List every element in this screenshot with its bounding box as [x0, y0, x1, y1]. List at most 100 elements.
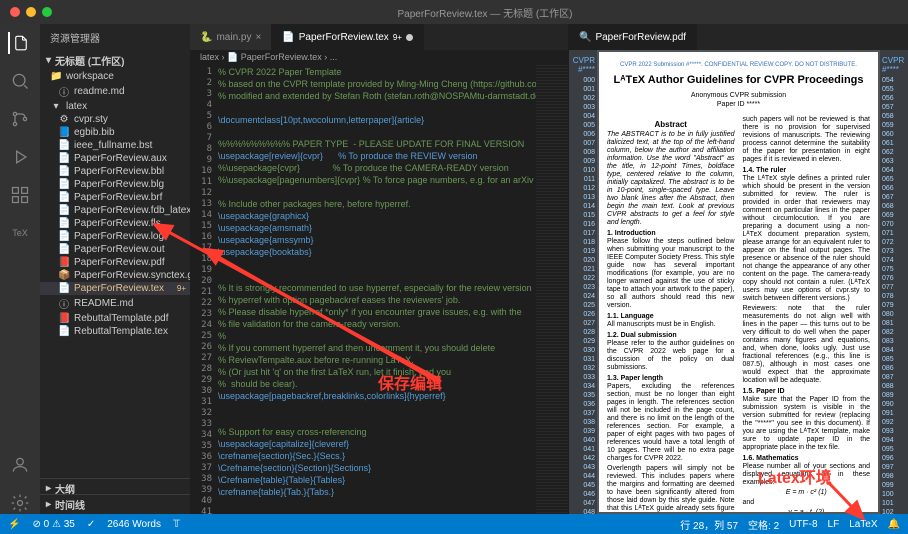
section-1-1: 1.1. Language — [607, 313, 735, 320]
file-name: cvpr.sty — [74, 114, 108, 125]
file-name: PaperForReview.fdb_latexmk — [74, 205, 190, 216]
pdf-preview-pane: 🔍PaperForReview.pdf CVPR#****00000100200… — [568, 24, 908, 514]
indentation[interactable]: 空格: 2 — [748, 517, 779, 532]
code-content[interactable]: % CVPR 2022 Paper Template % based on th… — [218, 65, 536, 514]
file-name: latex — [66, 101, 87, 112]
breadcrumb[interactable]: latex › 📄 PaperForReview.tex › ... — [190, 50, 568, 65]
equation-1: E = m · c² (1) — [743, 489, 871, 497]
file-item[interactable]: 📁workspace — [40, 70, 190, 83]
language-mode[interactable]: LaTeX — [849, 517, 877, 532]
status-bar: ⚡ ⊘ 0 ⚠ 35 ✓ 2646 Words 𝕋 行 28，列 57 空格: … — [0, 514, 908, 534]
file-item[interactable]: 📄PaperForReview.fls — [40, 217, 190, 230]
pdf-ruler-right: CVPR#****0540550560570580590600610620630… — [880, 50, 908, 514]
section-1-5: 1.5. Paper ID — [743, 388, 871, 395]
file-item[interactable]: ⓘREADME.md — [40, 295, 190, 312]
eol[interactable]: LF — [828, 517, 840, 532]
file-icon: 📄 — [58, 153, 70, 164]
pdf-ruler-left: CVPR#****0000010020030040050060070080090… — [569, 50, 597, 514]
file-item[interactable]: 📄PaperForReview.tex9+ — [40, 282, 190, 295]
tex-indicator[interactable]: 𝕋 — [173, 519, 180, 530]
editor-tab[interactable]: 🐍main.py× — [190, 24, 272, 50]
file-icon: 📄 — [58, 244, 70, 255]
file-name: egbib.bib — [74, 127, 115, 138]
file-item[interactable]: 📕PaperForReview.pdf — [40, 256, 190, 269]
word-count[interactable]: 2646 Words — [107, 519, 161, 530]
window-title: PaperForReview.tex — 无标题 (工作区) — [62, 5, 908, 20]
file-name: RebuttalTemplate.tex — [74, 326, 168, 337]
search-icon[interactable] — [9, 70, 31, 92]
file-name: PaperForReview.aux — [74, 153, 167, 164]
section-1-3: 1.3. Paper length — [607, 375, 735, 382]
section-1-4: 1.4. The ruler — [743, 167, 871, 174]
file-name: PaperForReview.out — [74, 244, 165, 255]
file-item[interactable]: 📄 PaperForReview.out — [40, 243, 190, 256]
cursor-position[interactable]: 行 28，列 57 — [680, 517, 738, 532]
code-editor[interactable]: 1234567891011121314151617181920212223242… — [190, 65, 568, 514]
run-debug-icon[interactable] — [9, 146, 31, 168]
build-status[interactable]: ✓ — [87, 519, 95, 530]
file-icon: 📄 — [58, 205, 70, 216]
file-icon: 📕 — [58, 313, 70, 324]
maximize-window-button[interactable] — [42, 7, 52, 17]
workspace-label: 无标题 (工作区) — [55, 53, 124, 68]
file-icon: 📄 — [58, 166, 70, 177]
editor-tab[interactable]: 📄PaperForReview.tex9+ — [272, 24, 424, 50]
file-name: PaperForReview.synctex.gz — [74, 270, 190, 281]
close-window-button[interactable] — [10, 7, 20, 17]
remote-indicator[interactable]: ⚡ — [8, 519, 20, 530]
notifications-icon[interactable]: 🔔 — [888, 517, 900, 532]
file-item[interactable]: 📕 RebuttalTemplate.pdf — [40, 312, 190, 325]
line-gutter: 1234567891011121314151617181920212223242… — [190, 65, 218, 514]
settings-icon[interactable] — [9, 492, 31, 514]
and-text: and — [743, 499, 871, 507]
source-control-icon[interactable] — [9, 108, 31, 130]
problems-indicator[interactable]: ⊘ 0 ⚠ 35 — [32, 519, 74, 530]
explorer-icon[interactable] — [8, 32, 30, 54]
minimap[interactable] — [536, 65, 568, 514]
pdf-right-column: such papers will not be reviewed is that… — [743, 116, 871, 512]
encoding[interactable]: UTF-8 — [789, 517, 817, 532]
file-item[interactable]: ⚙cvpr.sty — [40, 113, 190, 126]
extensions-icon[interactable] — [9, 184, 31, 206]
section-1-2-text: Please refer to the author guidelines on… — [607, 340, 735, 372]
file-item[interactable]: 📦 PaperForReview.synctex.gz — [40, 269, 190, 282]
workspace-section[interactable]: ▾无标题 (工作区) — [40, 51, 190, 70]
file-name: RebuttalTemplate.pdf — [74, 313, 169, 324]
file-name: PaperForReview.pdf — [74, 257, 165, 268]
section-1-4-text2: Reviewers: note that the ruler measureme… — [743, 305, 871, 385]
file-item[interactable]: ⓘreadme.md — [40, 83, 190, 100]
pdf-page: CVPR 2022 Submission #*****. CONFIDENTIA… — [599, 52, 878, 512]
section-1: 1. Introduction — [607, 230, 735, 237]
editor-tabs: 🐍main.py×📄PaperForReview.tex9+ — [190, 24, 568, 50]
anon-author: Anonymous CVPR submission — [607, 92, 870, 99]
file-item[interactable]: 📄 PaperForReview.fdb_latexmk — [40, 204, 190, 217]
file-item[interactable]: ▾latex — [40, 100, 190, 113]
paper-title: LᴬTᴇX Author Guidelines for CVPR Proceed… — [607, 74, 870, 86]
file-item[interactable]: 📄 PaperForReview.bbl — [40, 165, 190, 178]
file-item[interactable]: 📄 PaperForReview.aux — [40, 152, 190, 165]
file-name: PaperForReview.fls — [74, 218, 161, 229]
tab-close-icon[interactable]: × — [255, 32, 261, 43]
file-item[interactable]: 📄PaperForReview.brf — [40, 191, 190, 204]
latex-icon[interactable]: TeX — [9, 222, 31, 244]
file-name: PaperForReview.bbl — [74, 166, 164, 177]
pdf-viewer[interactable]: CVPR#****0000010020030040050060070080090… — [569, 50, 908, 514]
minimize-window-button[interactable] — [26, 7, 36, 17]
file-item[interactable]: 📄RebuttalTemplate.tex — [40, 325, 190, 338]
section-1-5-text: Make sure that the Paper ID from the sub… — [743, 396, 871, 452]
account-icon[interactable] — [9, 454, 31, 476]
window-controls — [0, 7, 62, 17]
timeline-section[interactable]: ▸时间线 — [40, 494, 190, 514]
file-icon: 📦 — [58, 270, 70, 281]
file-name: readme.md — [74, 86, 125, 97]
file-item[interactable]: 📄ieee_fullname.bst — [40, 139, 190, 152]
file-icon: 📄 — [58, 283, 70, 294]
tab-label: PaperForReview.tex — [299, 32, 389, 43]
file-item[interactable]: 📘egbib.bib — [40, 126, 190, 139]
file-name: ieee_fullname.bst — [74, 140, 152, 151]
tab-label: main.py — [216, 32, 251, 43]
file-item[interactable]: 📄PaperForReview.blg — [40, 178, 190, 191]
preview-tab[interactable]: 🔍PaperForReview.pdf — [569, 24, 697, 50]
section-1-text: Please follow the steps outlined below w… — [607, 238, 735, 310]
file-item[interactable]: 📄PaperForReview.log — [40, 230, 190, 243]
